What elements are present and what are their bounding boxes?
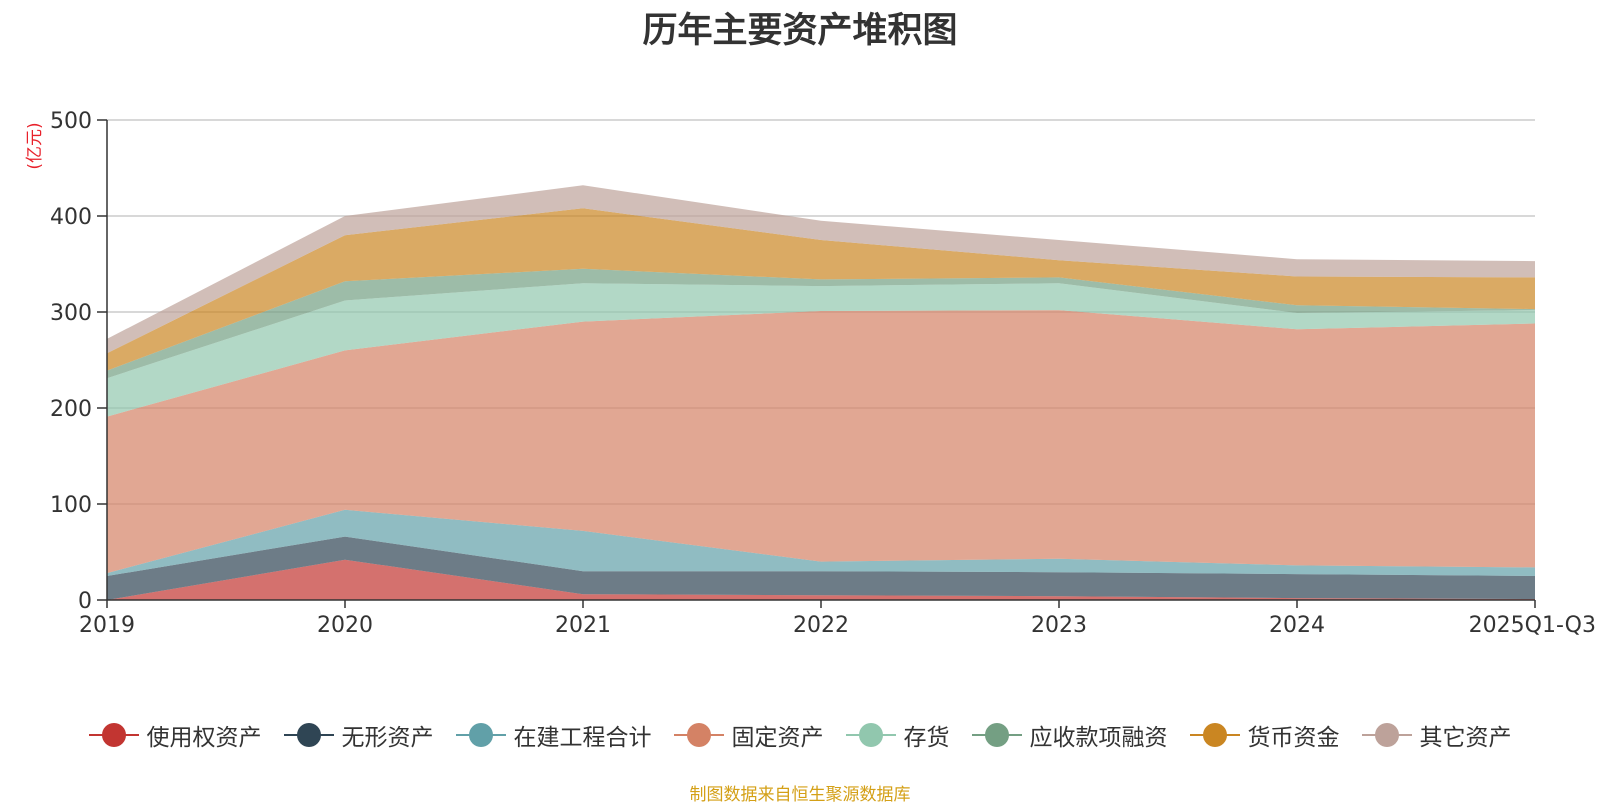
area-series-6[interactable] — [107, 268, 1535, 379]
legend-marker-icon — [845, 723, 896, 747]
legend-marker-icon — [283, 723, 334, 747]
legend-marker-dot — [1202, 723, 1227, 747]
x-tick-label: 2022 — [793, 613, 849, 638]
legend-marker-icon — [1189, 723, 1240, 747]
legend-marker-icon — [1361, 723, 1412, 747]
area-series-7[interactable] — [107, 208, 1535, 371]
legend: 使用权资产 无形资产 在建工程合计 固定资产 存货 应收款项融资 货币资金 其它资产 — [0, 718, 1600, 752]
legend-label: 无形资产 — [341, 725, 434, 751]
legend-item-4[interactable]: 固定资产 — [673, 718, 824, 752]
legend-marker-dot — [686, 723, 711, 747]
area-series-5[interactable] — [107, 283, 1535, 417]
legend-marker-icon — [971, 723, 1022, 747]
area-series-group — [107, 185, 1535, 600]
y-tick-label: 0 — [78, 589, 92, 614]
y-tick-labels: 0 100 200 300 400 500 — [50, 109, 92, 614]
legend-marker-dot — [984, 723, 1009, 747]
y-tick-label: 400 — [50, 205, 92, 230]
legend-label: 固定资产 — [731, 725, 824, 751]
axes — [97, 119, 1536, 608]
x-tick-label: 2023 — [1031, 613, 1087, 638]
legend-marker-dot — [858, 723, 883, 747]
legend-marker-dot — [468, 723, 493, 747]
legend-label: 应收款项融资 — [1029, 725, 1168, 751]
y-tick-label: 100 — [50, 493, 92, 518]
x-tick-label: 2024 — [1269, 613, 1325, 638]
area-series-1[interactable] — [107, 559, 1535, 600]
legend-item-2[interactable]: 无形资产 — [283, 718, 434, 752]
source-note: 制图数据来自恒生聚源数据库 — [689, 785, 911, 805]
legend-label: 其它资产 — [1419, 725, 1512, 751]
x-tick-label: 2025Q1-Q3 — [1469, 613, 1596, 638]
legend-item-7[interactable]: 货币资金 — [1189, 718, 1340, 752]
legend-marker-icon — [673, 723, 724, 747]
legend-marker-dot — [296, 723, 321, 747]
y-tick-label: 300 — [50, 301, 92, 326]
x-tick-label: 2019 — [79, 613, 135, 638]
legend-label: 货币资金 — [1247, 725, 1340, 751]
x-tick-labels: 2019 2020 2021 2022 2023 2024 2025Q1-Q3 — [79, 613, 1596, 638]
legend-label: 在建工程合计 — [513, 725, 652, 751]
y-tick-label: 500 — [50, 109, 92, 134]
y-axis-label: (亿元) — [25, 122, 45, 169]
legend-item-1[interactable]: 使用权资产 — [88, 718, 262, 752]
legend-item-6[interactable]: 应收款项融资 — [971, 718, 1168, 752]
chart-title: 历年主要资产堆积图 — [642, 11, 958, 51]
legend-marker-dot — [101, 723, 126, 747]
x-tick-label: 2020 — [317, 613, 373, 638]
legend-item-5[interactable]: 存货 — [845, 718, 950, 752]
x-tick-label: 2021 — [555, 613, 611, 638]
y-tick-label: 200 — [50, 397, 92, 422]
legend-item-3[interactable]: 在建工程合计 — [455, 718, 652, 752]
legend-marker-dot — [1374, 723, 1399, 747]
legend-label: 存货 — [903, 725, 950, 751]
legend-marker-icon — [455, 723, 506, 747]
area-series-4[interactable] — [107, 310, 1535, 574]
area-series-8[interactable] — [107, 185, 1535, 354]
area-series-2[interactable] — [107, 536, 1535, 600]
legend-marker-icon — [88, 723, 139, 747]
area-series-3[interactable] — [107, 509, 1535, 576]
legend-item-8[interactable]: 其它资产 — [1361, 718, 1512, 752]
legend-label: 使用权资产 — [146, 725, 262, 751]
